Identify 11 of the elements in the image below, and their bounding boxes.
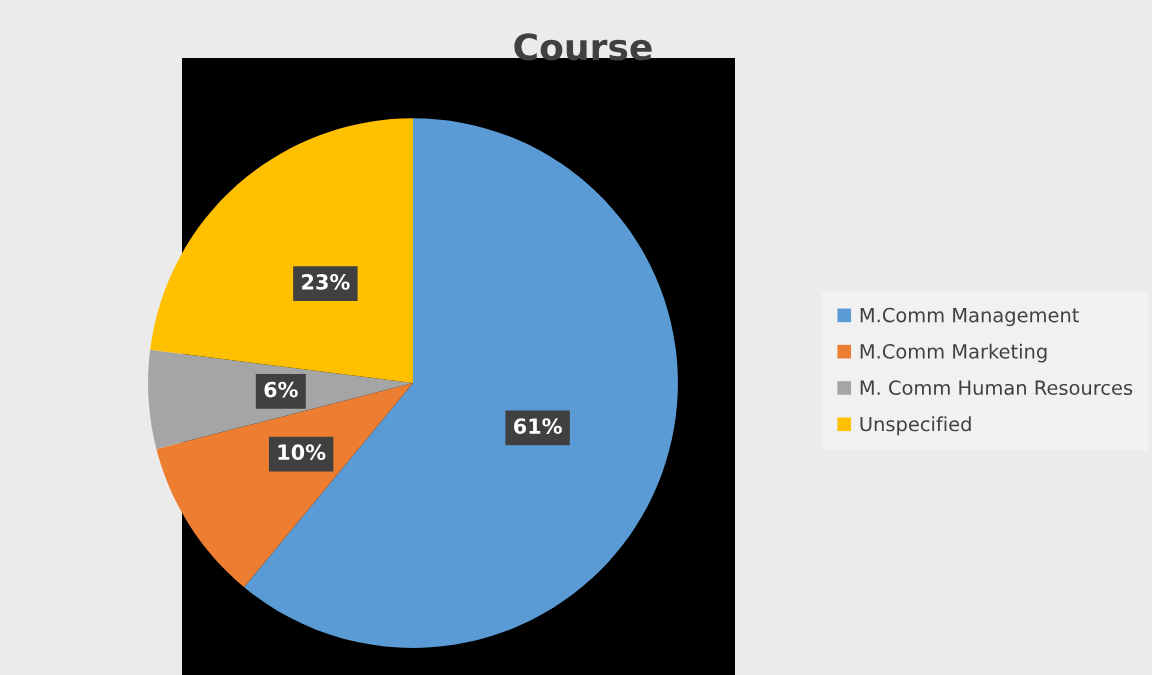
data-label: 10% [278,444,326,461]
data-label: 23% [302,273,350,290]
chart-title: Course [514,33,652,61]
data-label: 61% [513,418,562,434]
legend-label: M.Comm Marketing [860,343,1047,363]
pie-slice [156,383,413,588]
legend-label: Unspecified [860,416,971,436]
legend-label: M. Comm Human Resources [860,380,1133,396]
data-label: 6% [264,381,298,398]
pie-slice [244,118,678,648]
legend-label: M.Comm Management [860,307,1079,327]
